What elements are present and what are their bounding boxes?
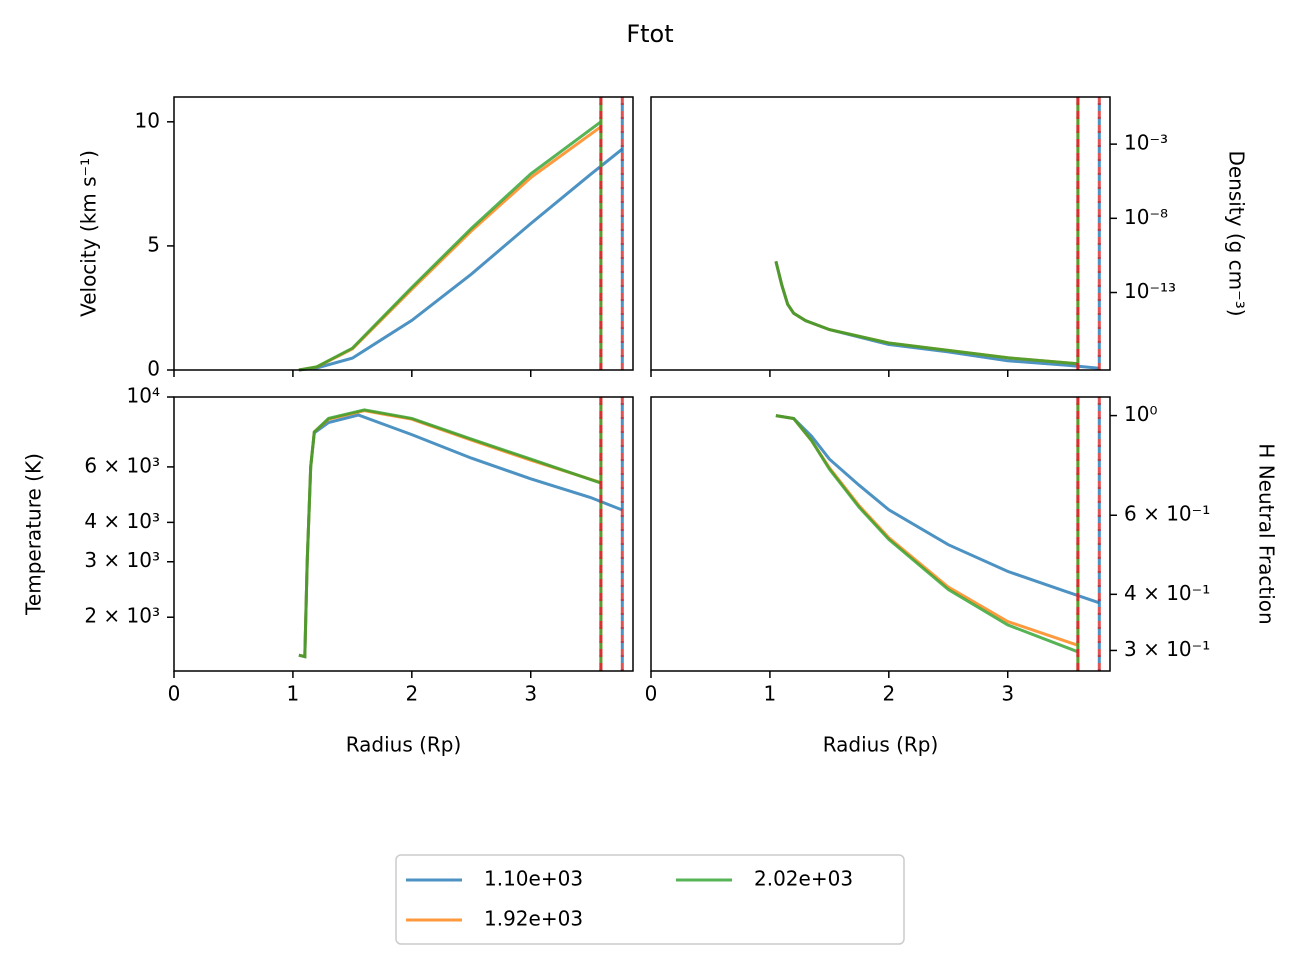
x-tick-label: 1 [764,682,777,706]
series-line [298,408,602,659]
y-tick-label: 6 × 10⁻¹ [1124,502,1210,526]
legend-label: 1.92e+03 [484,907,583,931]
legend-label: 1.10e+03 [484,867,583,891]
x-axis-label: Radius (Rp) [346,733,462,757]
axes-frame [173,96,634,371]
legend-label: 2.02e+03 [754,867,853,891]
y-tick-label: 4 × 10³ [84,509,160,533]
series-line [775,414,1079,654]
y-tick-label: 5 [147,232,160,256]
x-tick-label: 2 [882,682,895,706]
x-axis-label: Radius (Rp) [823,733,939,757]
figure-title: Ftot [626,20,673,48]
y-axis-label: Velocity (km s⁻¹) [77,150,101,317]
y-tick-label: 10⁻³ [1124,131,1168,155]
x-tick-label: 3 [524,682,537,706]
axes-frame [650,96,1111,371]
axes-frame [650,396,1111,672]
y-tick-label: 10⁻¹³ [1124,279,1176,303]
y-tick-label: 0 [147,357,160,381]
y-tick-label: 3 × 10⁻¹ [1124,637,1210,661]
y-axis-label: Temperature (K) [22,453,46,616]
x-tick-label: 0 [168,682,181,706]
series-line [774,260,1079,366]
y-axis-label: H Neutral Fraction [1255,443,1279,624]
y-tick-label: 10⁴ [127,384,160,408]
y-axis-label: Density (g cm⁻³) [1225,150,1249,316]
series-line [298,120,602,372]
y-tick-label: 4 × 10⁻¹ [1124,581,1210,605]
y-tick-label: 10 [135,108,160,132]
legend-box [395,854,905,945]
y-tick-label: 10⁰ [1124,402,1157,426]
y-tick-label: 6 × 10³ [84,453,160,477]
y-tick-label: 3 × 10³ [84,548,160,572]
y-tick-label: 10⁻⁸ [1124,205,1168,229]
x-tick-label: 3 [1001,682,1014,706]
axes-frame [173,396,634,672]
y-tick-label: 2 × 10³ [84,604,160,628]
x-tick-label: 0 [645,682,658,706]
series-line [298,147,624,372]
x-tick-label: 2 [405,682,418,706]
x-tick-label: 1 [287,682,300,706]
